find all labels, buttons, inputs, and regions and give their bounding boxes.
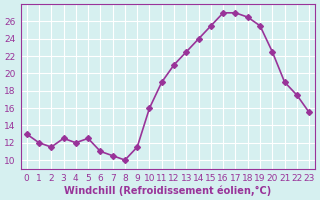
X-axis label: Windchill (Refroidissement éolien,°C): Windchill (Refroidissement éolien,°C) — [64, 185, 272, 196]
